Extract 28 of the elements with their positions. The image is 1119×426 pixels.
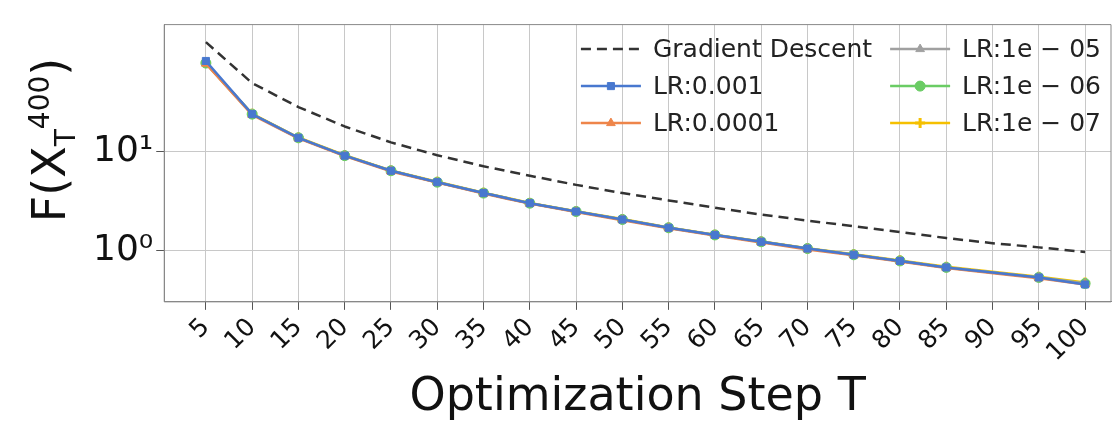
x-tick-label: 60 (680, 311, 724, 355)
legend-label: Gradient Descent (652, 33, 873, 63)
y-tick-label: 10¹ (92, 127, 154, 169)
x-tick-label: 85 (912, 311, 956, 355)
x-tick-label: 15 (264, 311, 308, 355)
x-tick-label: 5 (182, 311, 215, 344)
legend-label: LR:1e − 06 (962, 70, 1102, 100)
legend-label: LR:1e − 07 (962, 107, 1102, 137)
x-tick-label: 50 (588, 311, 632, 355)
x-tick-label: 10 (218, 311, 261, 355)
x-tick-label: 45 (541, 311, 585, 355)
x-tick-label: 25 (356, 311, 400, 355)
x-tick-label: 80 (865, 311, 909, 355)
legend-label: LR:1e − 05 (962, 33, 1102, 63)
x-tick-label: 35 (449, 311, 493, 355)
x-tick-label: 90 (958, 311, 1002, 355)
legend-label: LR:0.001 (652, 70, 764, 100)
x-tick-label: 20 (310, 311, 354, 355)
x-tick-label: 55 (634, 311, 678, 355)
x-tick-label: 70 (773, 311, 817, 355)
x-tick-label: 40 (495, 311, 539, 355)
legend-label: LR:0.0001 (652, 107, 780, 137)
x-tick-label: 100 (1039, 311, 1094, 367)
y-tick-label: 10⁰ (92, 226, 154, 268)
x-axis-title: Optimization Step T (409, 367, 867, 422)
x-tick-label: 75 (819, 311, 863, 355)
x-tick-label: 65 (727, 311, 771, 355)
x-tick-label: 30 (403, 311, 447, 355)
